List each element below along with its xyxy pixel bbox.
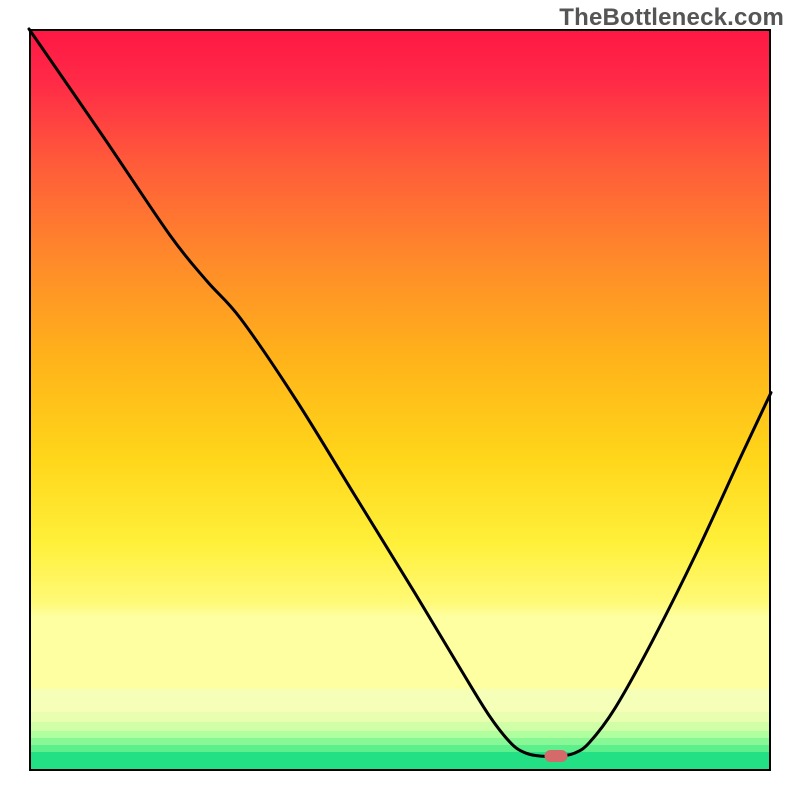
bottleneck-curve (29, 29, 771, 757)
axis-bottom (29, 769, 771, 771)
optimal-marker (544, 750, 567, 762)
curve-svg (29, 29, 771, 771)
axis-right (769, 29, 771, 771)
axis-left (29, 29, 31, 771)
plot-frame (29, 29, 771, 771)
chart-container: TheBottleneck.com (0, 0, 800, 800)
watermark-label: TheBottleneck.com (559, 4, 784, 32)
axis-top (29, 29, 771, 31)
